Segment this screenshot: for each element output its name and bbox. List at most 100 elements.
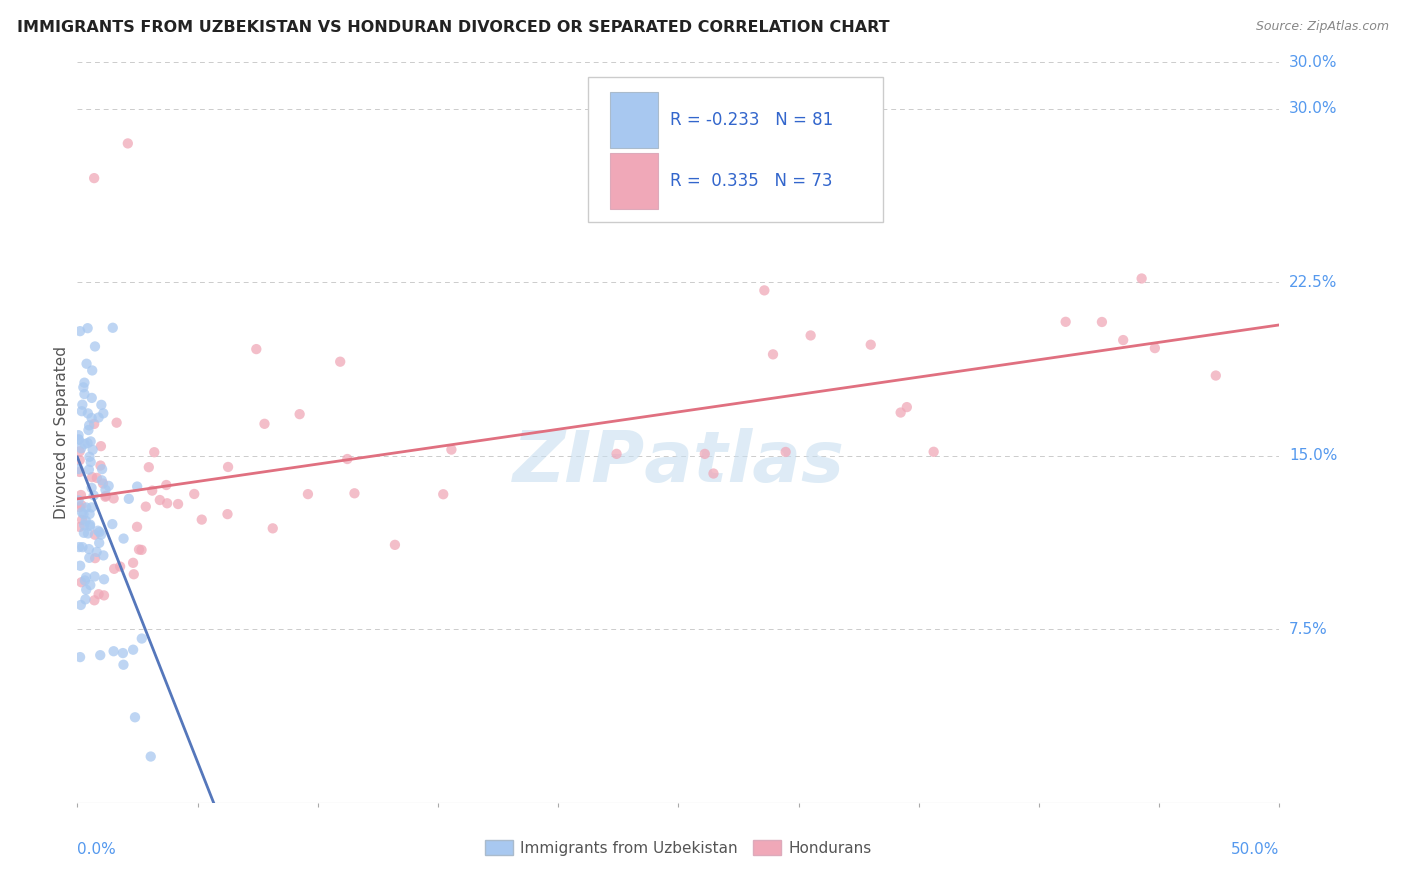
Point [93, 549, 115, 563]
Point [183, 487, 205, 501]
Text: IMMIGRANTS FROM UZBEKISTAN VS HONDURAN DIVORCED OR SEPARATED CORRELATION CHART: IMMIGRANTS FROM UZBEKISTAN VS HONDURAN D… [17, 20, 890, 35]
Point [82, 442, 104, 457]
Point [253, 417, 276, 431]
Point [922, 444, 945, 458]
Point [87, 410, 110, 425]
Point [83, 593, 105, 607]
Point [89, 524, 111, 539]
Point [72, 507, 94, 521]
Legend: Immigrants from Uzbekistan, Hondurans: Immigrants from Uzbekistan, Hondurans [479, 834, 877, 862]
Point [1143, 341, 1166, 355]
Text: 7.5%: 7.5% [1289, 622, 1327, 637]
Text: 0.0%: 0.0% [77, 842, 117, 856]
Point [69, 650, 91, 665]
Point [128, 542, 150, 557]
Point [83, 417, 105, 431]
Point [73, 518, 96, 533]
Point [77, 423, 100, 437]
Point [83, 569, 105, 583]
Point [762, 347, 785, 361]
Point [75, 500, 97, 515]
Y-axis label: Divorced or Separated: Divorced or Separated [53, 346, 69, 519]
Point [70, 488, 93, 502]
Point [91, 476, 114, 491]
Point [1205, 368, 1227, 383]
Point [117, 136, 139, 151]
Point [75, 514, 97, 528]
Point [245, 342, 267, 356]
Text: R = -0.233   N = 81: R = -0.233 N = 81 [671, 112, 834, 129]
Point [67, 432, 90, 446]
Point [384, 538, 406, 552]
Point [1130, 271, 1153, 285]
Point [69, 500, 91, 515]
Point [103, 644, 125, 658]
Point [84, 551, 107, 566]
Point [122, 567, 145, 582]
Point [67, 433, 90, 447]
Point [775, 445, 797, 459]
Point [77, 542, 100, 557]
Point [77, 463, 100, 477]
Point [79, 517, 101, 532]
Point [329, 354, 352, 368]
Point [70, 499, 93, 513]
Point [156, 496, 179, 510]
Point [72, 540, 94, 554]
Point [702, 467, 724, 481]
Point [69, 324, 91, 338]
Point [190, 513, 212, 527]
Point [79, 550, 101, 565]
Point [432, 487, 454, 501]
Point [112, 657, 135, 672]
FancyBboxPatch shape [610, 93, 658, 148]
Point [77, 418, 100, 433]
Point [101, 320, 124, 334]
Point [82, 363, 104, 377]
Point [73, 387, 96, 401]
Point [70, 506, 93, 520]
Point [69, 558, 91, 573]
Point [167, 497, 190, 511]
Point [73, 376, 96, 390]
Point [73, 437, 96, 451]
Point [77, 526, 100, 541]
Point [70, 442, 93, 456]
Point [69, 444, 91, 458]
Point [67, 493, 90, 508]
Point [94, 489, 117, 503]
Text: R =  0.335   N = 73: R = 0.335 N = 73 [671, 172, 832, 190]
Point [297, 487, 319, 501]
Point [606, 447, 628, 461]
FancyBboxPatch shape [588, 78, 883, 221]
Point [262, 521, 284, 535]
Point [67, 428, 90, 442]
Point [91, 462, 114, 476]
Point [89, 536, 111, 550]
Point [80, 500, 103, 515]
Point [127, 479, 149, 493]
Point [79, 434, 101, 449]
Text: 30.0%: 30.0% [1289, 55, 1337, 70]
Point [75, 592, 97, 607]
FancyBboxPatch shape [610, 153, 658, 209]
Point [139, 749, 162, 764]
Point [103, 562, 125, 576]
Point [79, 519, 101, 533]
Point [89, 648, 111, 663]
Point [890, 405, 912, 419]
Point [122, 556, 145, 570]
Point [440, 442, 463, 457]
Point [859, 337, 882, 351]
Point [1054, 315, 1077, 329]
Point [896, 400, 918, 414]
Point [83, 488, 105, 502]
Text: 22.5%: 22.5% [1289, 275, 1337, 290]
Point [89, 458, 111, 473]
Point [141, 483, 163, 498]
Point [67, 462, 90, 476]
Point [79, 450, 101, 464]
Point [79, 507, 101, 521]
Point [124, 710, 146, 724]
Point [800, 328, 823, 343]
